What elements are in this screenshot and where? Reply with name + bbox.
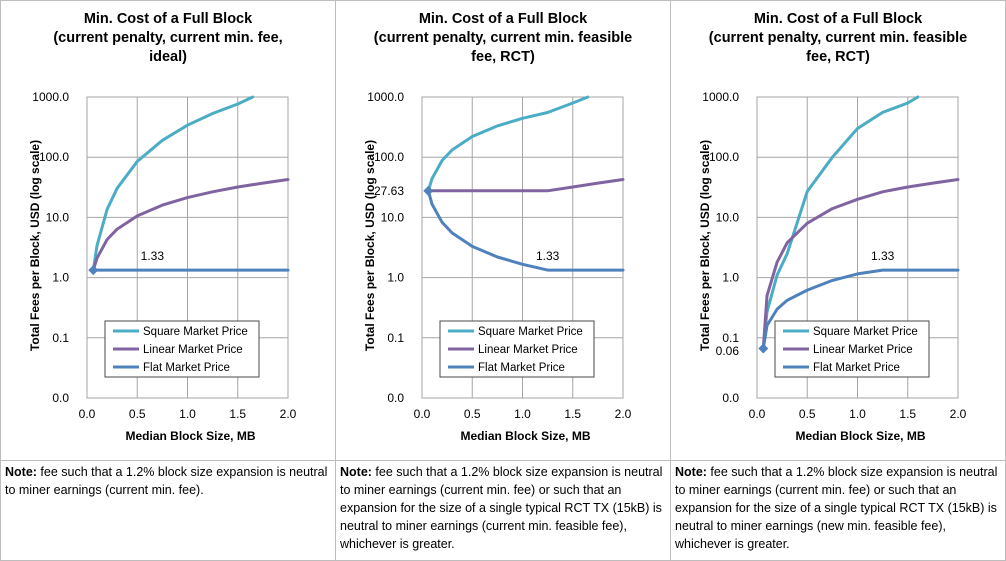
chart-panel-1: Min. Cost of a Full Block (current penal… (1, 0, 335, 460)
y-tick-label: 100.0 (709, 150, 739, 164)
series-line (91, 95, 255, 272)
legend-entry: Flat Market Price (478, 362, 565, 374)
series-line (426, 95, 590, 193)
note-label: Note: (675, 465, 707, 479)
x-tick-label: 0.5 (129, 407, 146, 421)
start-point-marker (423, 185, 434, 196)
chart-title: Min. Cost of a Full Block (current penal… (53, 11, 283, 65)
border-col1 (335, 0, 336, 561)
border-col2 (670, 0, 671, 561)
chart-svg-2: 0.0 0.5 1.0 1.5 2.0 0.0 0.1 1.0 10.0 27.63 100.0 10… (363, 90, 632, 443)
note-text: fee such that a 1.2% block size expansio… (340, 465, 663, 551)
y-tick-label: 100.0 (39, 150, 69, 164)
annotation-label: 1.33 (141, 249, 165, 263)
y-tick-label: 10.0 (716, 210, 740, 224)
y-tick-label: 0.0 (52, 391, 69, 405)
x-axis-label: Median Block Size, MB (460, 429, 590, 443)
x-tick-label: 1.5 (899, 407, 916, 421)
y-tick-label: 0.0 (387, 391, 404, 405)
chart-panel-3: Min. Cost of a Full Block (current penal… (671, 0, 1005, 460)
x-tick-label: 1.0 (179, 407, 196, 421)
chart-title: Min. Cost of a Full Block (current penal… (373, 11, 633, 65)
note-text: fee such that a 1.2% block size expansio… (675, 465, 998, 551)
legend-entry: Square Market Price (813, 326, 918, 338)
x-tick-label: 0.0 (414, 407, 431, 421)
border-mid (0, 460, 1006, 461)
y-axis-label: Total Fees per Block, USD (log scale) (28, 140, 42, 351)
legend-entry: Flat Market Price (813, 362, 900, 374)
x-tick-label: 1.5 (229, 407, 246, 421)
legend-entry: Square Market Price (478, 326, 583, 338)
legend-entry: Square Market Price (143, 326, 248, 338)
x-tick-label: 0.5 (464, 407, 481, 421)
y-tick-label: 1000.0 (702, 90, 739, 104)
x-tick-label: 2.0 (950, 407, 967, 421)
x-tick-label: 0.0 (79, 407, 96, 421)
note-1: Note: fee such that a 1.2% block size ex… (1, 463, 335, 499)
y-tick-label: 1.0 (387, 271, 404, 285)
legend: Square Market Price Linear Market Price Fl… (104, 320, 260, 378)
note-text: fee such that a 1.2% block size expansio… (5, 465, 328, 497)
y-tick-label: 1000.0 (32, 90, 69, 104)
x-tick-label: 2.0 (615, 407, 632, 421)
legend: Square Market Price Linear Market Price Fl… (439, 320, 595, 378)
y-tick-label: 0.1 (387, 331, 404, 345)
legend-entry: Linear Market Price (143, 344, 243, 356)
x-axis-label: Median Block Size, MB (125, 429, 255, 443)
note-label: Note: (5, 465, 37, 479)
y-tick-label: 0.0 (722, 391, 739, 405)
y-tick-label: 0.1 (52, 331, 69, 345)
series-line (91, 178, 290, 272)
legend-entry: Linear Market Price (813, 344, 913, 356)
y-tick-label: 100.0 (374, 150, 404, 164)
x-tick-label: 1.0 (514, 407, 531, 421)
series-line (761, 95, 920, 350)
annotation-label: 1.33 (871, 249, 895, 263)
legend: Square Market Price Linear Market Price Fl… (774, 320, 930, 378)
y-tick-label: 0.1 (722, 331, 739, 345)
chart-svg-3: 0.0 0.5 1.0 1.5 2.0 0.0 0.060.1 1.0 10.0 100.0 100… (698, 90, 967, 443)
series-line (426, 178, 625, 193)
legend-entry: Flat Market Price (143, 362, 230, 374)
border-left (0, 0, 1, 561)
note-2: Note: fee such that a 1.2% block size ex… (336, 463, 670, 553)
y-tick-label: 27.63 (374, 184, 404, 198)
x-tick-label: 1.0 (849, 407, 866, 421)
chart-panel-2: Min. Cost of a Full Block (current penal… (336, 0, 670, 460)
x-tick-label: 2.0 (280, 407, 297, 421)
border-top (0, 0, 1006, 1)
chart-title: Min. Cost of a Full Block (current penal… (708, 11, 968, 65)
y-tick-label: 1.0 (722, 271, 739, 285)
series-line (761, 178, 960, 350)
chart-svg-1: 0.0 0.5 1.0 1.5 2.0 0.0 0.1 1.0 10.0 100.0 1000.0 M… (28, 90, 297, 443)
x-tick-label: 1.5 (564, 407, 581, 421)
note-3: Note: fee such that a 1.2% block size ex… (671, 463, 1005, 553)
start-point-marker (758, 343, 769, 354)
y-tick-label: 1.0 (52, 271, 69, 285)
x-tick-label: 0.0 (749, 407, 766, 421)
y-axis-label: Total Fees per Block, USD (log scale) (698, 140, 712, 351)
y-axis-label: Total Fees per Block, USD (log scale) (363, 140, 377, 351)
y-tick-label: 10.0 (381, 210, 405, 224)
series-line (761, 268, 960, 350)
y-tick-label: 1000.0 (367, 90, 404, 104)
annotation-label: 1.33 (536, 249, 560, 263)
series-line (426, 189, 625, 272)
start-point-marker (88, 265, 99, 276)
legend-entry: Linear Market Price (478, 344, 578, 356)
x-tick-label: 0.5 (799, 407, 816, 421)
note-label: Note: (340, 465, 372, 479)
x-axis-label: Median Block Size, MB (795, 429, 925, 443)
y-tick-label: 0.06 (716, 344, 740, 358)
y-tick-label: 10.0 (46, 210, 70, 224)
